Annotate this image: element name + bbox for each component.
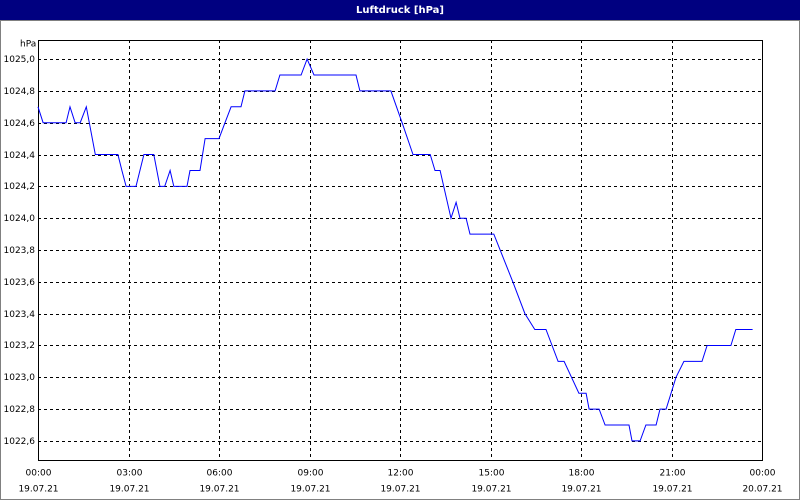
title-bar	[0, 0, 800, 20]
y-tick-label: 1023,2	[4, 341, 36, 351]
y-tick-label: 1025,0	[4, 55, 36, 65]
y-tick-label: 1023,0	[4, 373, 36, 383]
y-tick-label: 1022,6	[4, 437, 36, 447]
y-tick-label: 1022,8	[4, 405, 36, 415]
x-tick-date: 20.07.21	[742, 485, 782, 495]
x-tick-label: 06:00	[207, 469, 233, 479]
x-tick-label: 00:00	[26, 469, 52, 479]
x-tick-date: 19.07.21	[561, 485, 601, 495]
y-tick-label: 1024,2	[4, 182, 36, 192]
x-tick-date: 19.07.21	[290, 485, 330, 495]
y-tick-label: 1023,4	[4, 310, 36, 320]
y-tick-label: 1024,4	[4, 151, 36, 161]
y-tick-label: 1024,6	[4, 119, 36, 129]
x-tick-date: 19.07.21	[18, 485, 58, 495]
x-tick-label: 12:00	[388, 469, 414, 479]
chart-title: Luftdruck [hPa]	[356, 5, 444, 16]
x-tick-date: 19.07.21	[380, 485, 420, 495]
y-tick-label: 1024,0	[4, 214, 36, 224]
x-tick-label: 15:00	[479, 469, 505, 479]
x-tick-date: 19.07.21	[471, 485, 511, 495]
x-tick-label: 21:00	[660, 469, 686, 479]
x-tick-date: 19.07.21	[199, 485, 239, 495]
x-tick-date: 19.07.21	[652, 485, 692, 495]
x-tick-label: 09:00	[298, 469, 324, 479]
x-tick-label: 03:00	[117, 469, 143, 479]
line	[37, 57, 753, 442]
x-tick-label: 18:00	[569, 469, 595, 479]
y-tick-label: 1023,8	[4, 246, 36, 256]
y-tick-label: 1023,6	[4, 278, 36, 288]
x-tick-date: 19.07.21	[109, 485, 149, 495]
y-tick-label: 1024,8	[4, 87, 36, 97]
x-tick-label: 00:00	[750, 469, 776, 479]
y-unit: hPa	[20, 40, 36, 50]
